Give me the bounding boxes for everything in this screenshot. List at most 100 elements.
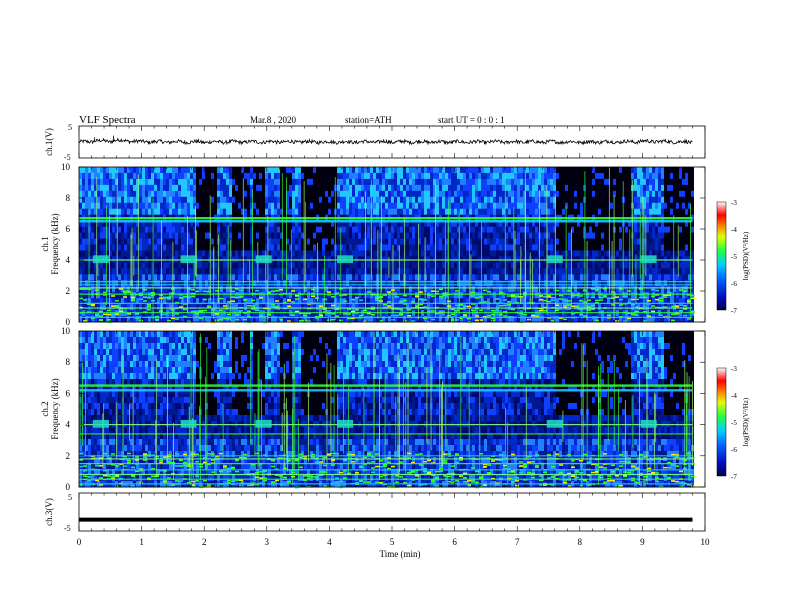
spectrogram-cell xyxy=(115,274,118,281)
spectrogram-cell xyxy=(412,274,415,281)
spectrogram-cell xyxy=(118,298,121,305)
spectrogram-cell xyxy=(268,202,271,210)
spectrogram-cell xyxy=(175,292,178,299)
spectrogram-cell xyxy=(133,196,136,204)
spectrogram-cell xyxy=(598,238,601,245)
spectrogram-cell xyxy=(520,232,523,240)
spectrogram-cell xyxy=(379,167,382,174)
spectrogram-cell xyxy=(328,280,331,287)
spectrogram-cell xyxy=(199,286,202,293)
spectrogram-cell xyxy=(301,208,304,216)
spectrogram-cell xyxy=(94,292,97,299)
spectrogram-cell xyxy=(223,250,226,257)
spectrogram-cell xyxy=(592,298,595,305)
spectrogram-cell xyxy=(505,274,508,281)
spectrogram-cell xyxy=(136,184,139,192)
spectrogram-cell xyxy=(589,196,592,204)
spectrogram-cell xyxy=(178,172,181,180)
spectrogram-cell xyxy=(460,268,463,275)
spectrogram-cell xyxy=(493,184,496,192)
spectrogram-cell xyxy=(106,298,109,305)
spectrogram-cell xyxy=(388,316,391,323)
spectrogram-cell xyxy=(445,178,448,186)
spectrogram-cell xyxy=(85,292,88,299)
spectrogram-cell xyxy=(367,232,370,240)
spectrogram-cell xyxy=(157,250,160,257)
spectrogram-cell xyxy=(454,232,457,240)
spectrogram-cell xyxy=(499,244,502,251)
spectrogram-cell xyxy=(484,274,487,281)
spectrogram-cell xyxy=(280,298,283,305)
spectrogram-cell xyxy=(460,316,463,323)
spectrogram-cell xyxy=(577,316,580,323)
spectrogram-cell xyxy=(199,280,202,287)
spectrogram-cell xyxy=(388,268,391,275)
spectrogram-cell xyxy=(454,202,457,210)
spectrogram-cell xyxy=(418,298,421,305)
spectrogram-cell xyxy=(640,167,643,174)
spectrogram-cell xyxy=(343,244,346,251)
spectrogram-cell xyxy=(340,316,343,323)
spectrogram-cell xyxy=(475,262,478,269)
spectrogram-cell xyxy=(526,250,529,257)
spectrogram-cell xyxy=(604,280,607,287)
spectrogram-cell xyxy=(310,202,313,210)
spectrogram-cell xyxy=(100,178,103,186)
spectrogram-cell xyxy=(406,196,409,204)
spectrogram-cell xyxy=(514,298,517,305)
spectrogram-cell xyxy=(439,262,442,269)
spectrogram-cell xyxy=(349,196,352,204)
spectrogram-cell xyxy=(529,172,532,180)
spectrogram-cell xyxy=(211,220,214,228)
spectrogram-cell xyxy=(568,268,571,275)
spectrogram-cell xyxy=(331,220,334,228)
spectrogram-cell xyxy=(520,250,523,257)
spectrogram-cell xyxy=(598,316,601,323)
spectrogram-cell xyxy=(451,298,454,305)
spectrogram-cell xyxy=(100,310,103,317)
spectrogram-cell xyxy=(172,298,175,305)
spectrogram-cell xyxy=(88,220,91,228)
spectrogram-cell xyxy=(253,292,256,299)
spectrogram-cell xyxy=(274,232,277,240)
spectrogram-cell xyxy=(388,250,391,257)
spectrogram-cell xyxy=(370,316,373,323)
spectrogram-cell xyxy=(466,298,469,305)
spectrogram-cell xyxy=(346,202,349,210)
spectrogram-cell xyxy=(448,310,451,317)
spectrogram-cell xyxy=(130,262,133,269)
spectrogram-cell xyxy=(421,167,424,174)
spectrogram-cell xyxy=(253,310,256,317)
spectrogram-cell xyxy=(256,184,259,192)
spectrogram-cell xyxy=(235,226,238,234)
spectrogram-cell xyxy=(244,172,247,180)
spectrogram-cell xyxy=(376,316,379,323)
spectrogram-cell xyxy=(583,184,586,192)
spectrogram-cell xyxy=(106,250,109,257)
spectrogram-cell xyxy=(634,262,637,269)
spectrogram-cell xyxy=(250,292,253,299)
spectrogram-cell xyxy=(400,232,403,240)
spectrogram-cell xyxy=(151,268,154,275)
spectrogram-cell xyxy=(346,268,349,275)
spectrogram-cell xyxy=(151,244,154,251)
spectrogram-cell xyxy=(130,208,133,216)
spectrogram-cell xyxy=(592,172,595,180)
spectrogram-cell xyxy=(163,310,166,317)
spectrogram-cell xyxy=(253,190,256,198)
spectrogram-cell xyxy=(232,268,235,275)
spectrogram-cell xyxy=(82,190,85,198)
spectrogram-cell xyxy=(268,208,271,216)
spectrogram-cell xyxy=(496,310,499,317)
spectrogram-cell xyxy=(412,190,415,198)
spectrogram-cell xyxy=(526,178,529,186)
spectrogram-cell xyxy=(400,172,403,180)
spectrogram-cell xyxy=(337,190,340,198)
spectrogram-cell xyxy=(322,292,325,299)
spectrogram-cell xyxy=(388,262,391,269)
spectrogram-cell xyxy=(568,310,571,317)
spectrogram-cell xyxy=(175,268,178,275)
spectrogram-cell xyxy=(421,316,424,323)
spectrogram-cell xyxy=(472,202,475,210)
spectrogram-cell xyxy=(427,262,430,269)
